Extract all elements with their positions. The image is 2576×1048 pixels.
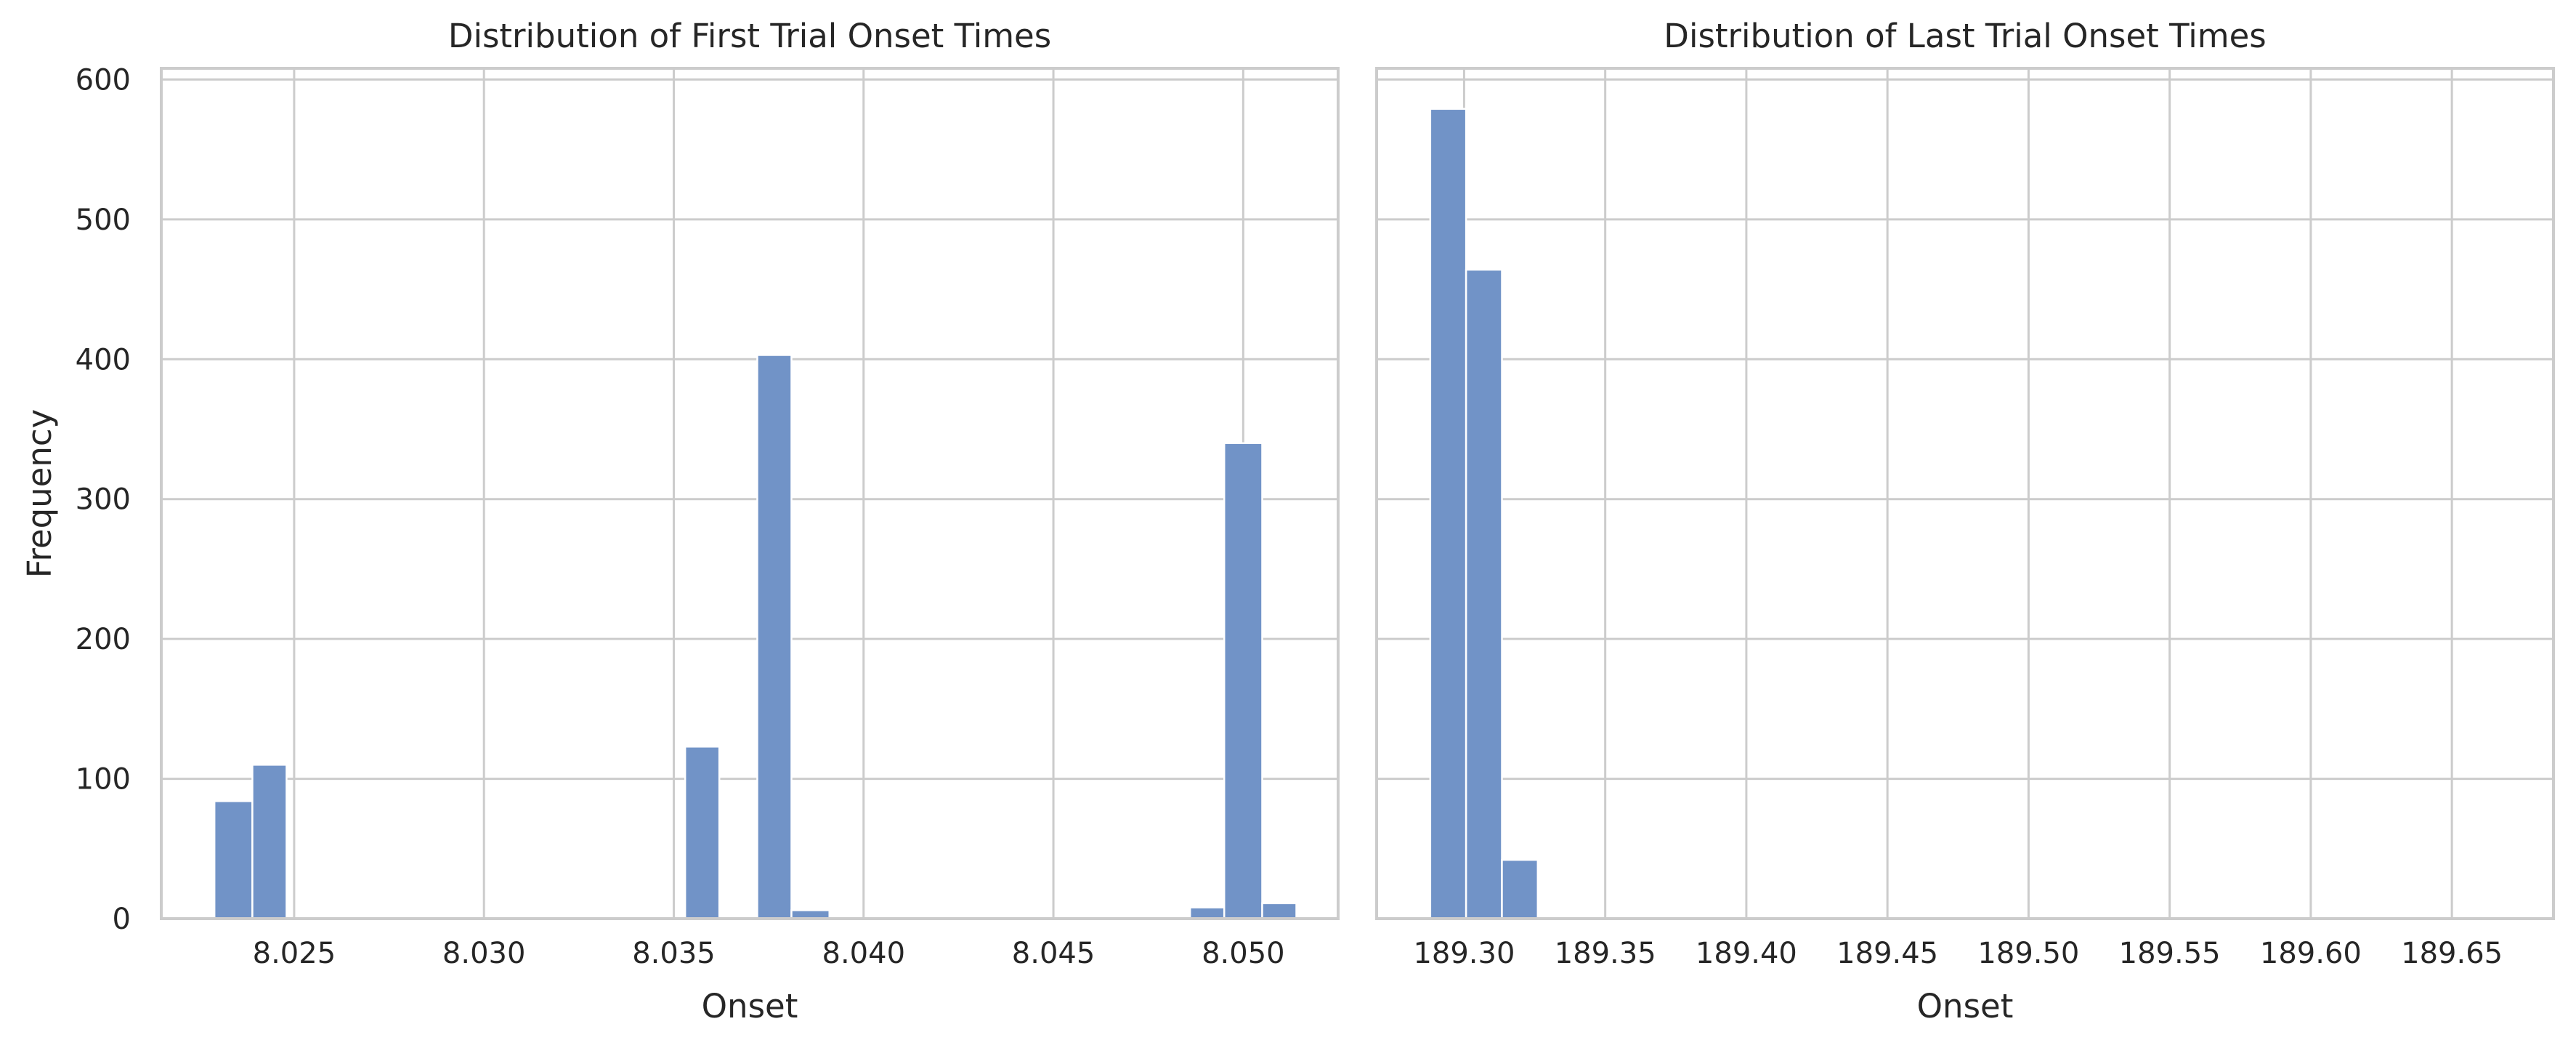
bars-last (1429, 108, 1539, 920)
plot-frame-last (1375, 67, 2555, 920)
y-tick-label: 100 (76, 763, 131, 797)
x-tick-label: 189.45 (1836, 937, 1938, 970)
x-axis-label-last: Onset (1917, 987, 2014, 1025)
y-tick-label: 200 (76, 623, 131, 656)
histogram-bar (1429, 108, 1467, 920)
plot-frame-first (160, 67, 1340, 920)
x-tick-label: 189.60 (2260, 937, 2362, 970)
x-tick-label: 189.40 (1696, 937, 1797, 970)
x-tick-labels-first: 8.025 8.030 8.035 8.040 8.045 8.050 (253, 937, 1285, 970)
histogram-bar (1223, 442, 1263, 920)
gridlines-last (1377, 68, 2553, 920)
y-tick-label: 500 (76, 203, 131, 237)
histogram-bar (1261, 902, 1297, 920)
x-tick-label: 8.045 (1012, 937, 1095, 970)
x-tick-label: 8.030 (442, 937, 526, 970)
histogram-bar (1501, 858, 1539, 920)
x-tick-label: 8.050 (1202, 937, 1285, 970)
x-tick-label: 189.35 (1555, 937, 1656, 970)
y-tick-label: 300 (76, 483, 131, 517)
histogram-bar (1188, 906, 1226, 920)
histogram-bar (684, 746, 721, 920)
x-axis-label-first: Onset (702, 987, 798, 1025)
chart-title-first: Distribution of First Trial Onset Times (448, 17, 1051, 55)
histogram-last-trial: 189.30 189.35 189.40 189.45 189.50 189.55 189.… (1375, 17, 2555, 1025)
y-axis-label: Frequency (20, 409, 59, 578)
x-tick-label: 189.30 (1413, 937, 1515, 970)
bars-first (213, 354, 1297, 920)
chart-title-last: Distribution of Last Trial Onset Times (1664, 17, 2266, 55)
x-tick-label: 189.55 (2119, 937, 2221, 970)
x-tick-label: 189.50 (1977, 937, 2079, 970)
gridlines-first (161, 68, 1338, 920)
histogram-bar (756, 354, 793, 920)
histogram-bar (1465, 268, 1503, 920)
histogram-first-trial: 8.025 8.030 8.035 8.040 8.045 8.050 0 100 200 30… (20, 17, 1340, 1025)
y-tick-labels-first: 0 100 200 300 400 500 600 (76, 63, 131, 936)
histogram-bar (213, 800, 254, 920)
y-tick-label: 400 (76, 343, 131, 376)
y-tick-label: 600 (76, 63, 131, 97)
histogram-bar (251, 764, 288, 920)
x-tick-label: 189.65 (2401, 937, 2503, 970)
x-tick-labels-last: 189.30 189.35 189.40 189.45 189.50 189.55 189.… (1413, 937, 2503, 970)
x-tick-label: 8.025 (253, 937, 336, 970)
x-tick-label: 8.040 (822, 937, 906, 970)
x-tick-label: 8.035 (632, 937, 716, 970)
y-tick-label: 0 (113, 903, 131, 936)
